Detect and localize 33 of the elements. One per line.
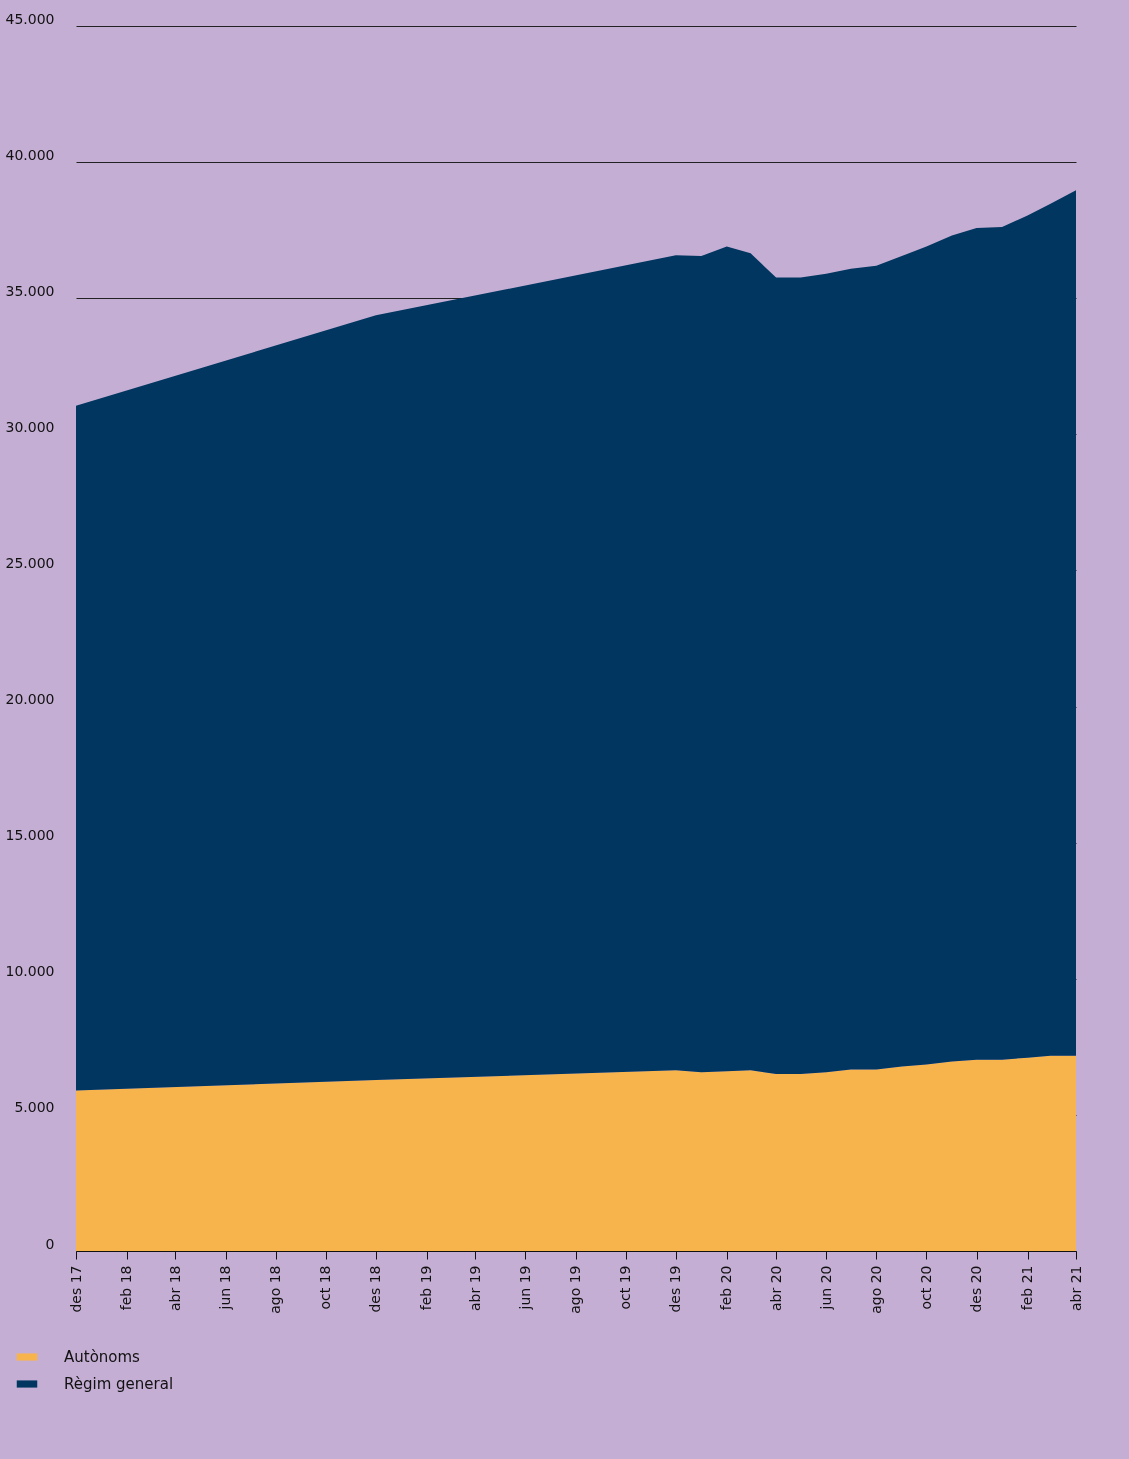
x-tick-label: oct 18 <box>317 1265 334 1310</box>
y-tick-label: 5.000 <box>14 1099 55 1116</box>
y-tick-label: 0 <box>45 1235 55 1252</box>
x-tick-label: des 18 <box>367 1265 384 1313</box>
legend-label: Autònoms <box>64 1348 141 1366</box>
x-tick-label: oct 20 <box>917 1265 934 1310</box>
x-tick-label: jun 20 <box>817 1265 834 1311</box>
x-tick-label: feb 20 <box>718 1265 735 1311</box>
x-tick-label: abr 18 <box>166 1265 183 1311</box>
x-tick-label: ago 18 <box>267 1265 284 1314</box>
x-tick-label: feb 21 <box>1019 1265 1036 1311</box>
x-tick-label: feb 18 <box>118 1265 135 1311</box>
x-tick-label: des 17 <box>67 1265 84 1313</box>
x-tick-label: jun 18 <box>217 1265 234 1311</box>
x-tick-label: oct 19 <box>617 1265 634 1310</box>
legend-label: Règim general <box>64 1375 174 1393</box>
x-tick-label: abr 19 <box>466 1265 483 1311</box>
x-tick-label: abr 20 <box>767 1265 784 1311</box>
y-tick-label: 20.000 <box>5 691 55 708</box>
y-tick-label: 10.000 <box>5 963 55 980</box>
x-tick-label: ago 19 <box>567 1265 584 1314</box>
y-tick-label: 25.000 <box>5 554 55 571</box>
x-tick-label: jun 19 <box>516 1265 533 1311</box>
y-tick-label: 35.000 <box>5 282 55 299</box>
x-tick-label: abr 21 <box>1067 1265 1084 1311</box>
x-tick-label: ago 20 <box>867 1265 884 1314</box>
y-tick-label: 15.000 <box>5 827 55 844</box>
x-tick-label: des 19 <box>667 1265 684 1313</box>
y-tick-label: 40.000 <box>5 146 55 163</box>
x-tick-label: feb 19 <box>418 1265 435 1311</box>
y-tick-label: 45.000 <box>5 10 55 27</box>
x-tick-label: des 20 <box>968 1265 985 1313</box>
y-tick-label: 30.000 <box>5 418 55 435</box>
